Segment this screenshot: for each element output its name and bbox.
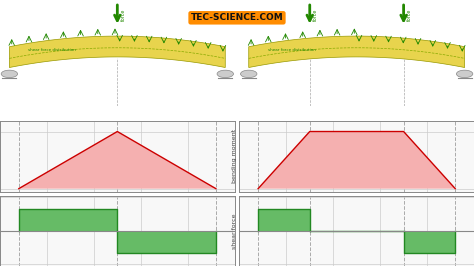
Circle shape (217, 70, 234, 78)
Y-axis label: shear force: shear force (232, 213, 237, 249)
Circle shape (456, 70, 473, 78)
Text: force: force (407, 8, 412, 20)
Text: shear force distribution: shear force distribution (28, 48, 76, 52)
Polygon shape (249, 36, 465, 68)
Y-axis label: bending moment: bending moment (232, 129, 237, 184)
Circle shape (1, 70, 18, 78)
Text: TEC-SCIENCE.COM: TEC-SCIENCE.COM (191, 13, 283, 22)
Text: force: force (313, 8, 318, 20)
Text: force: force (121, 8, 126, 20)
Polygon shape (9, 36, 225, 68)
Text: shear force distribution: shear force distribution (267, 48, 315, 52)
Circle shape (240, 70, 257, 78)
